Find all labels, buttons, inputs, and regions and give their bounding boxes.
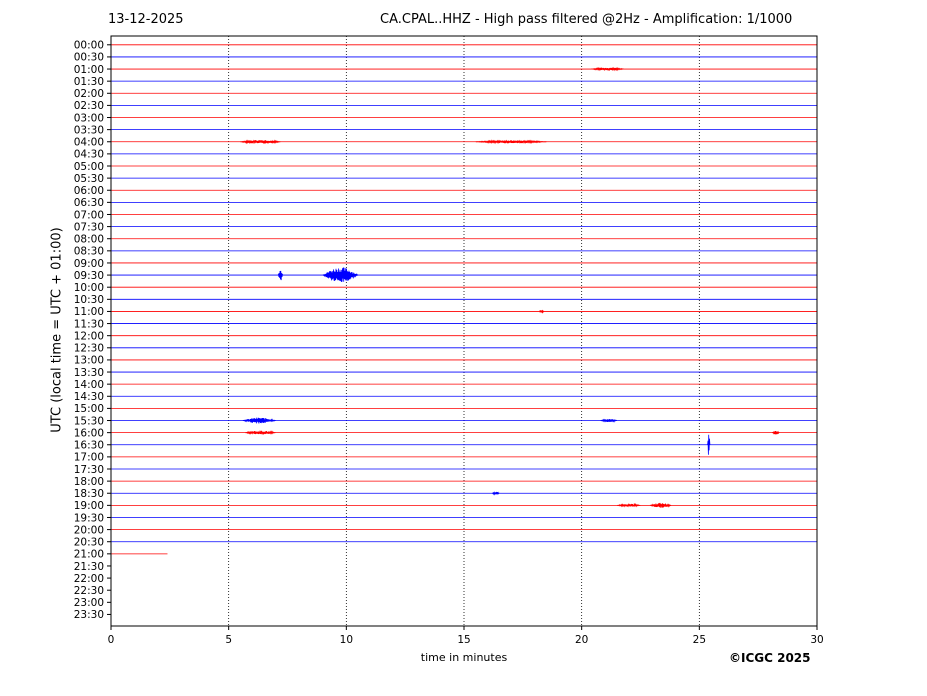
y-tick-label: 23:30 [74, 609, 104, 621]
y-tick-label: 16:30 [74, 440, 104, 452]
y-tick-label: 12:30 [74, 343, 104, 355]
y-tick-label: 19:30 [74, 512, 104, 524]
seismic-event [616, 502, 641, 508]
x-tick-label: 5 [225, 634, 232, 646]
y-tick-label: 17:00 [74, 452, 104, 464]
chart-date: 13-12-2025 [108, 12, 184, 27]
y-tick-label: 13:30 [74, 367, 104, 379]
x-axis-label: time in minutes [420, 651, 508, 664]
seismic-event [242, 417, 276, 424]
y-tick-label: 08:30 [74, 246, 104, 258]
seismic-event [492, 491, 500, 496]
y-tick-label: 09:00 [74, 258, 104, 270]
y-tick-label: 15:00 [74, 403, 104, 415]
y-tick-label: 19:00 [74, 500, 104, 512]
y-tick-label: 18:00 [74, 476, 104, 488]
seismic-event [245, 430, 276, 435]
y-tick-label: 01:00 [74, 64, 104, 76]
y-tick-label: 15:30 [74, 415, 104, 427]
y-axis-label: UTC (local time = UTC + 01:00) [49, 227, 65, 433]
x-tick-label: 0 [108, 634, 115, 646]
y-tick-label: 00:30 [74, 52, 104, 64]
y-tick-label: 23:00 [74, 597, 104, 609]
y-tick-label: 09:30 [74, 270, 104, 282]
y-tick-label: 04:00 [74, 137, 104, 149]
y-tick-label: 14:00 [74, 379, 104, 391]
y-tick-label: 18:30 [74, 488, 104, 500]
seismic-event [649, 502, 672, 508]
y-tick-label: 11:30 [74, 318, 104, 330]
x-tick-label: 30 [810, 634, 823, 646]
y-tick-label: 14:30 [74, 391, 104, 403]
x-tick-label: 15 [457, 634, 470, 646]
y-tick-label: 04:30 [74, 149, 104, 161]
y-tick-label: 08:00 [74, 234, 104, 246]
y-tick-label: 11:00 [74, 306, 104, 318]
x-tick-label: 25 [693, 634, 706, 646]
y-tick-label: 21:00 [74, 549, 104, 561]
seismic-event [240, 139, 281, 145]
y-tick-label: 17:30 [74, 464, 104, 476]
copyright-text: ©ICGC 2025 [729, 651, 811, 665]
y-tick-label: 20:30 [74, 537, 104, 549]
y-tick-label: 01:30 [74, 76, 104, 88]
y-tick-label: 07:00 [74, 209, 104, 221]
y-tick-label: 03:00 [74, 112, 104, 124]
y-tick-label: 20:00 [74, 524, 104, 536]
seismic-event [600, 418, 618, 423]
y-tick-label: 16:00 [74, 427, 104, 439]
y-tick-label: 22:00 [74, 573, 104, 585]
y-tick-label: 02:00 [74, 88, 104, 100]
y-tick-label: 10:00 [74, 282, 104, 294]
y-tick-label: 10:30 [74, 294, 104, 306]
y-tick-label: 00:00 [74, 40, 104, 52]
seismic-event [591, 66, 624, 72]
seismic-event [322, 267, 359, 283]
y-tick-label: 22:30 [74, 585, 104, 597]
y-tick-label: 06:00 [74, 185, 104, 197]
seismic-event [475, 139, 547, 145]
y-tick-label: 05:00 [74, 161, 104, 173]
y-tick-label: 12:00 [74, 330, 104, 342]
seismic-event [707, 434, 711, 455]
chart-title: CA.CPAL..HHZ - High pass filtered @2Hz -… [380, 12, 793, 27]
y-tick-label: 05:30 [74, 173, 104, 185]
y-tick-label: 06:30 [74, 197, 104, 209]
y-tick-label: 21:30 [74, 561, 104, 573]
x-tick-label: 10 [340, 634, 353, 646]
y-tick-label: 02:30 [74, 100, 104, 112]
y-tick-label: 13:00 [74, 355, 104, 367]
seismic-event [539, 309, 545, 314]
y-tick-label: 07:30 [74, 221, 104, 233]
x-tick-label: 20 [575, 634, 588, 646]
seismic-event [277, 270, 284, 281]
seismic-event [772, 430, 780, 435]
y-tick-label: 03:30 [74, 124, 104, 136]
